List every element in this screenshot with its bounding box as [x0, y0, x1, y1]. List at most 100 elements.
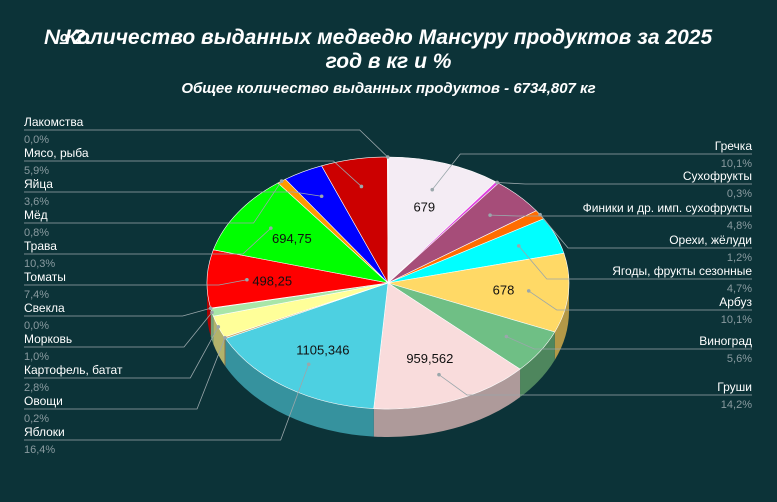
legend-name-мясо-рыба: Мясо, рыба — [24, 146, 89, 160]
legend-pct-свекла: 0,0% — [24, 320, 49, 332]
leader-line-виноград — [506, 336, 752, 350]
leader-line-томаты — [24, 279, 247, 286]
legend-name-свекла: Свекла — [24, 301, 65, 315]
leader-dot-виноград — [504, 334, 509, 339]
leader-dot-ягоды-фрукты-сезонные — [516, 244, 521, 248]
legend-name-морковь: Морковь — [24, 332, 72, 346]
leader-line-финики-и-др-имп-сухофрукты — [490, 214, 752, 217]
leader-dot-яблоки — [306, 362, 311, 367]
leader-dot-томаты — [245, 277, 249, 282]
leader-line-гречка — [431, 153, 752, 190]
legend-name-гречка: Гречка — [715, 139, 753, 153]
pie-side-яблоки — [225, 338, 374, 437]
pie-slice-яблоки — [225, 282, 389, 409]
legend-pct-виноград: 5,6% — [727, 353, 752, 365]
pie-side-арбуз — [554, 283, 569, 360]
chart-subtitle: Общее количество выданных продуктов - 67… — [181, 80, 596, 97]
leader-dot-груши — [437, 372, 441, 377]
leader-line-трава — [24, 227, 272, 255]
legend-pct-финики-и-др-имп-сухофрукты: 4,8% — [727, 220, 752, 232]
leader-dot-арбуз — [526, 289, 531, 293]
leader-line-яйца — [24, 191, 322, 197]
leader-line-лакомства — [24, 129, 388, 158]
legend-name-яблоки: Яблоки — [24, 425, 65, 439]
pie-legend: Гречка 10,1% Сухофрукты 0,3%Финики и др. им… — [24, 115, 752, 456]
legend-name-томаты: Томаты — [24, 270, 66, 284]
data-label-груши: 959,562 — [406, 351, 453, 366]
pie-side-виноград — [520, 331, 555, 398]
legend-pct-яйца: 3,6% — [24, 196, 49, 208]
leader-dot-сухофрукты — [495, 180, 499, 185]
legend-name-арбуз: Арбуз — [719, 295, 752, 309]
leader-line-ягоды-фрукты-сезонные — [518, 245, 752, 280]
legend-name-картофель-батат: Картофель, батат — [24, 363, 123, 377]
chart-title-line1: Количество выданных медведю Мансуру прод… — [64, 26, 713, 49]
leader-line-картофель-батат — [24, 326, 219, 379]
chart-number: № 2. — [44, 26, 92, 49]
legend-name-мёд: Мёд — [24, 208, 48, 222]
leader-line-арбуз — [528, 290, 752, 311]
pie-slice-гречка — [387, 156, 497, 284]
legend-name-финики-и-др-имп-сухофрукты: Финики и др. имп. сухофрукты — [583, 201, 752, 215]
data-label-арбуз: 678 — [493, 282, 515, 297]
legend-pct-мёд: 0,8% — [24, 227, 49, 239]
leader-dot-орехи-жёлуди — [538, 212, 542, 217]
legend-pct-томаты: 7,4% — [24, 289, 49, 301]
legend-pct-яблоки: 16,4% — [24, 444, 55, 456]
data-label-яблоки: 1105,346 — [296, 343, 349, 358]
leader-line-морковь — [24, 312, 213, 348]
data-label-томаты: 498,25 — [252, 273, 292, 288]
leader-line-орехи-жёлуди — [539, 214, 752, 249]
leader-line-свекла — [24, 307, 211, 317]
leader-line-мёд — [24, 180, 282, 224]
legend-name-овощи: Овощи — [24, 394, 63, 408]
data-label-гречка: 679 — [413, 199, 435, 214]
legend-pct-груши: 14,2% — [721, 399, 752, 411]
pie-value-labels: 679 678 959,562 1105,346 498,25 694,75 — [252, 199, 514, 366]
leader-dot-гречка — [430, 187, 435, 192]
leader-line-мясо-рыба — [24, 160, 362, 187]
leader-dot-финики-и-др-имп-сухофрукты — [488, 213, 492, 217]
chart-title: № 2. Количество выданных медведю Мансуру… — [0, 26, 777, 74]
legend-name-ягоды-фрукты-сезонные: Ягоды, фрукты сезонные — [612, 264, 752, 278]
data-label-трава: 694,75 — [272, 231, 312, 246]
legend-name-сухофрукты: Сухофрукты — [683, 169, 752, 183]
legend-pct-сухофрукты: 0,3% — [727, 188, 752, 200]
leader-dot-мёд — [279, 179, 284, 183]
legend-pct-картофель-батат: 2,8% — [24, 382, 49, 394]
legend-pct-морковь: 1,0% — [24, 351, 49, 363]
pie-side-картофель-батат — [213, 316, 225, 366]
leader-dot-яйца — [319, 194, 324, 199]
legend-name-виноград: Виноград — [699, 334, 752, 348]
leader-dot-морковь — [210, 310, 214, 315]
leader-line-груши — [438, 374, 752, 396]
leader-dot-лакомства — [385, 155, 390, 159]
leader-dot-мясо-рыба — [359, 184, 364, 189]
pie-side-морковь — [210, 308, 214, 345]
pie-side-walls — [207, 283, 569, 437]
pie-side-овощи — [224, 337, 226, 367]
legend-pct-овощи: 0,2% — [24, 413, 49, 425]
pie-side-груши — [373, 369, 521, 437]
legend-name-лакомства: Лакомства — [24, 115, 84, 129]
pie-slice-трава — [212, 182, 389, 284]
leader-line-сухофрукты — [497, 182, 752, 185]
legend-pct-арбуз: 10,1% — [721, 314, 752, 326]
leader-dot-овощи — [223, 335, 227, 340]
legend-pct-ягоды-фрукты-сезонные: 4,7% — [727, 283, 752, 295]
leader-line-яблоки — [24, 364, 310, 441]
legend-name-орехи-жёлуди: Орехи, жёлуди — [669, 233, 752, 247]
legend-pct-орехи-жёлуди: 1,2% — [727, 252, 752, 264]
chart-title-line2: год в кг и % — [325, 50, 452, 73]
legend-pct-лакомства: 0,0% — [24, 134, 49, 146]
leader-dot-трава — [269, 226, 273, 230]
pie-slice-арбуз — [387, 252, 570, 333]
leader-dot-картофель-батат — [216, 325, 221, 329]
legend-name-трава: Трава — [24, 239, 57, 253]
legend-name-яйца: Яйца — [24, 177, 53, 191]
pie-slice-груши — [373, 282, 521, 410]
leader-dot-свекла — [208, 306, 213, 311]
pie-slices — [206, 156, 570, 410]
legend-pct-мясо-рыба: 5,9% — [24, 165, 49, 177]
leader-line-овощи — [24, 337, 226, 410]
